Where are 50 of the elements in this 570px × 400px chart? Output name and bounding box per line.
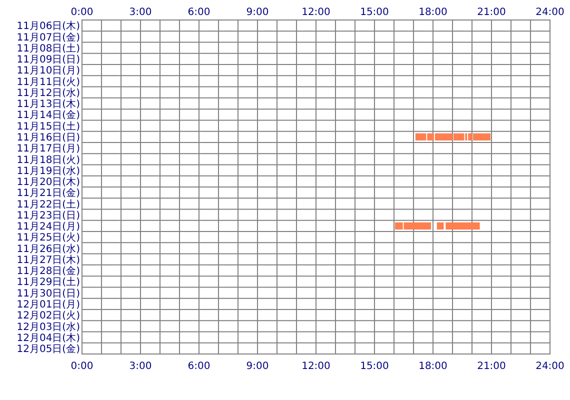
x2-tick-label: 21:00 <box>477 361 506 372</box>
x-tick-label: 3:00 <box>129 7 152 18</box>
x2-tick-label: 18:00 <box>418 361 448 372</box>
y-tick-label: 11月24日(月) <box>16 222 80 233</box>
x-tick-label: 6:00 <box>188 7 210 18</box>
x-tick-label: 18:00 <box>418 7 448 18</box>
y-tick-label: 11月09日(日) <box>16 54 80 66</box>
y-tick-label: 11月12日(水) <box>16 86 80 99</box>
y-tick-label: 11月17日(月) <box>16 144 80 155</box>
y-tick-label: 11月21日(金) <box>16 187 80 200</box>
y-tick-label: 12月01日(月) <box>16 300 80 310</box>
x-tick-label: 0:00 <box>70 7 94 18</box>
x-tick-label: 12:00 <box>302 7 330 18</box>
y-tick-label: 12月03日(水) <box>16 320 80 333</box>
y-tick-label: 11月29日(土) <box>16 276 80 288</box>
x2-tick-label: 15:00 <box>360 361 389 372</box>
y-tick-label: 11月15日(土) <box>16 120 80 132</box>
y-tick-label: 11月10日(月) <box>16 66 80 77</box>
y-tick-label: 12月02日(火) <box>16 310 80 322</box>
y-tick-label: 11月28日(金) <box>16 265 80 278</box>
x-tick-label: 24:00 <box>536 7 564 18</box>
y-tick-label: 11月23日(日) <box>16 210 80 222</box>
x2-tick-label: 12:00 <box>302 361 330 372</box>
x2-tick-label: 0:00 <box>70 361 94 372</box>
y-tick-label: 11月11日(火) <box>16 76 80 88</box>
y-tick-label: 11月16日(日) <box>16 132 80 144</box>
y-tick-label: 11月26日(水) <box>16 242 80 255</box>
y-tick-label: 11月25日(火) <box>16 232 80 244</box>
y-tick-label: 12月05日(金) <box>16 343 80 356</box>
bar <box>436 222 444 230</box>
y-tick-label: 11月13日(木) <box>16 98 80 110</box>
y-tick-label: 11月22日(土) <box>16 198 80 210</box>
bar <box>446 222 480 230</box>
y-tick-label: 11月18日(火) <box>16 154 80 166</box>
x-tick-label: 21:00 <box>477 7 506 18</box>
y-tick-label: 11月27日(木) <box>16 254 80 266</box>
x2-tick-label: 3:00 <box>129 361 152 372</box>
x2-tick-label: 6:00 <box>188 361 210 372</box>
y-tick-label: 11月19日(水) <box>16 164 80 177</box>
y-tick-label: 11月30日(日) <box>16 288 80 300</box>
y-tick-label: 11月20日(木) <box>16 176 80 188</box>
y-tick-label: 11月06日(木) <box>16 20 80 32</box>
x-tick-label: 15:00 <box>360 7 389 18</box>
x-tick-label: 9:00 <box>246 7 269 18</box>
y-tick-label: 12月04日(木) <box>16 332 80 344</box>
y-tick-label: 11月08日(土) <box>16 42 80 54</box>
x2-tick-label: 9:00 <box>246 361 269 372</box>
y-tick-label: 11月07日(金) <box>16 31 80 44</box>
x2-tick-label: 24:00 <box>536 361 564 372</box>
y-tick-label: 11月14日(金) <box>16 109 80 122</box>
